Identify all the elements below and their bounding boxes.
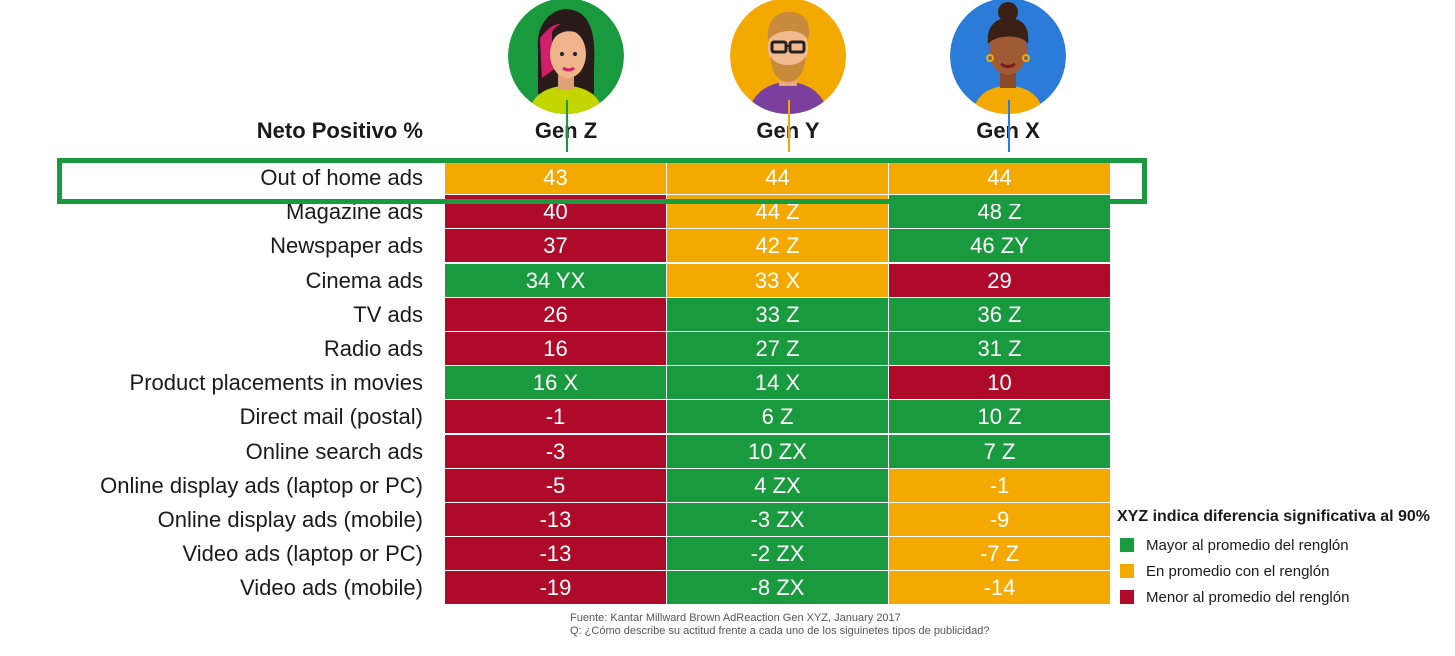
column-connector-line (566, 100, 568, 152)
value-cell: 10 Z (889, 400, 1110, 434)
row-label: TV ads (353, 301, 423, 327)
question-line: Q: ¿Cómo describe su actitud frente a ca… (570, 625, 990, 637)
row-label: Newspaper ads (270, 233, 423, 259)
legend-label: En promedio con el renglón (1146, 563, 1330, 580)
woman-gen-z-avatar (508, 0, 624, 114)
value-cell: -3 ZX (667, 503, 888, 536)
row-label: Direct mail (postal) (239, 404, 423, 430)
woman-gen-x-avatar (950, 0, 1066, 114)
value-cell: 10 (889, 366, 1110, 400)
legend-label: Menor al promedio del renglón (1146, 589, 1350, 606)
row-label: Cinema ads (305, 267, 423, 293)
row-label: Online display ads (laptop or PC) (100, 472, 423, 498)
legend-swatch (1120, 538, 1134, 552)
value-cell: -8 ZX (667, 571, 888, 605)
value-cell: 37 (445, 229, 666, 263)
legend-swatch (1120, 590, 1134, 604)
value-cell: -9 (889, 503, 1110, 536)
table-title: Neto Positivo % (256, 118, 423, 143)
value-cell: -2 ZX (667, 537, 888, 571)
value-cell: -5 (445, 468, 666, 502)
value-cell: 36 Z (889, 297, 1110, 331)
value-cell: -3 (445, 434, 666, 468)
value-cell: 14 X (667, 366, 888, 400)
source-note: Fuente: Kantar Millward Brown AdReaction… (570, 612, 989, 638)
legend-item: Menor al promedio del renglón (1120, 589, 1349, 606)
value-cell: -1 (889, 468, 1110, 502)
value-cell: 27 Z (667, 332, 888, 365)
value-cell: 10 ZX (667, 434, 888, 468)
value-cell: -13 (445, 503, 666, 536)
value-cell: 43 (445, 161, 666, 194)
value-cell: 31 Z (889, 332, 1110, 365)
value-cell: -19 (445, 571, 666, 605)
highlight-row-frame (57, 158, 1147, 204)
legend-item: Mayor al promedio del renglón (1120, 537, 1349, 554)
value-cell: -1 (445, 400, 666, 434)
value-cell: 16 (445, 332, 666, 365)
value-cell: 26 (445, 297, 666, 331)
row-label: Out of home ads (260, 165, 423, 190)
value-cell: -7 Z (889, 537, 1110, 571)
value-cell: 34 YX (445, 263, 666, 297)
column-header-3: Gen X (976, 118, 1040, 143)
column-connector-line (1008, 100, 1010, 152)
value-cell: 46 ZY (889, 229, 1110, 263)
row-label: Video ads (mobile) (239, 575, 423, 601)
value-cell: 4 ZX (667, 468, 888, 502)
value-cell: 6 Z (667, 400, 888, 434)
row-label: Online search ads (245, 438, 423, 464)
value-cell: 44 (889, 161, 1110, 194)
source-line: Fuente: Kantar Millward Brown AdReaction… (570, 612, 901, 624)
row-label: Online display ads (mobile) (157, 507, 423, 532)
value-cell: 42 Z (667, 229, 888, 263)
value-cell: 16 X (445, 366, 666, 400)
row-label: Radio ads (323, 336, 423, 361)
row-label: Video ads (laptop or PC) (182, 541, 423, 567)
value-cell: 33 Z (667, 297, 888, 331)
value-cell: 33 X (667, 263, 888, 297)
man-gen-y-avatar (730, 0, 846, 114)
column-connector-line (788, 100, 790, 152)
legend-title: XYZ indica diferencia significativa al 9… (1117, 508, 1431, 525)
legend-item: En promedio con el renglón (1120, 563, 1329, 580)
value-cell: 29 (889, 263, 1110, 297)
value-cell: 44 (667, 161, 888, 194)
legend-swatch (1120, 564, 1134, 578)
value-cell: 7 Z (889, 434, 1110, 468)
row-label: Product placements in movies (129, 370, 423, 396)
legend-label: Mayor al promedio del renglón (1146, 537, 1349, 554)
value-cell: -13 (445, 537, 666, 571)
value-cell: -14 (889, 571, 1110, 605)
